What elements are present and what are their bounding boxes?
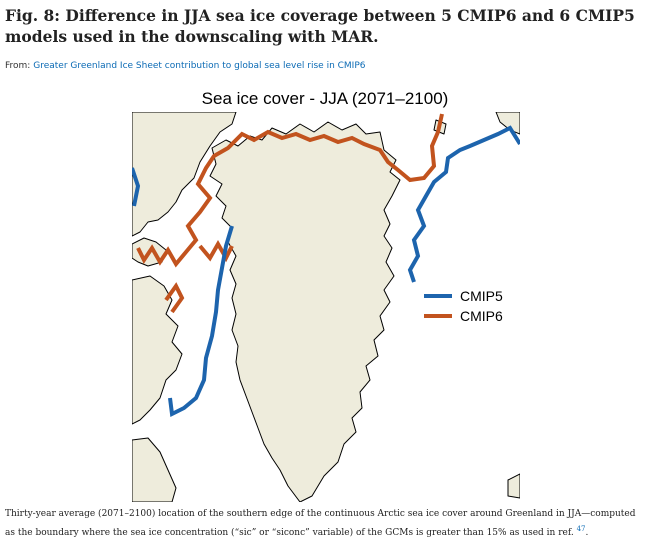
legend-label-cmip5: CMIP5 bbox=[460, 288, 503, 304]
map-title: Sea ice cover - JJA (2071–2100) bbox=[202, 89, 449, 108]
baffin-island bbox=[132, 275, 183, 425]
cmip5-ice-edge-north bbox=[132, 167, 141, 207]
caption-reference[interactable]: 47 bbox=[576, 525, 586, 533]
cmip6-ice-edge-baffin bbox=[164, 282, 185, 314]
source-line: From: Greater Greenland Ice Sheet contri… bbox=[5, 61, 366, 71]
greenland-landmass bbox=[209, 121, 401, 502]
caption-text: Thirty-year average (2071–2100) location… bbox=[5, 509, 636, 538]
ellesmere-island bbox=[132, 112, 237, 237]
map-legend: CMIP5 CMIP6 bbox=[424, 288, 503, 324]
cmip5-ice-edge bbox=[407, 125, 520, 283]
source-article-link[interactable]: Greater Greenland Ice Sheet contribution… bbox=[33, 61, 366, 71]
svalbard-island bbox=[495, 112, 520, 135]
cmip5-ice-edge-west bbox=[168, 225, 234, 418]
cmip6-ice-edge bbox=[136, 113, 444, 268]
cmip6-ice-edge-west bbox=[198, 239, 234, 263]
land-masses bbox=[132, 112, 520, 502]
legend-label-cmip6: CMIP6 bbox=[460, 308, 503, 324]
figure-title: Fig. 8: Difference in JJA sea ice covera… bbox=[5, 6, 635, 46]
from-label: From: bbox=[5, 61, 31, 71]
figure-caption: Thirty-year average (2071–2100) location… bbox=[5, 509, 636, 538]
labrador-coast bbox=[132, 437, 177, 502]
iceland-edge bbox=[507, 473, 520, 499]
